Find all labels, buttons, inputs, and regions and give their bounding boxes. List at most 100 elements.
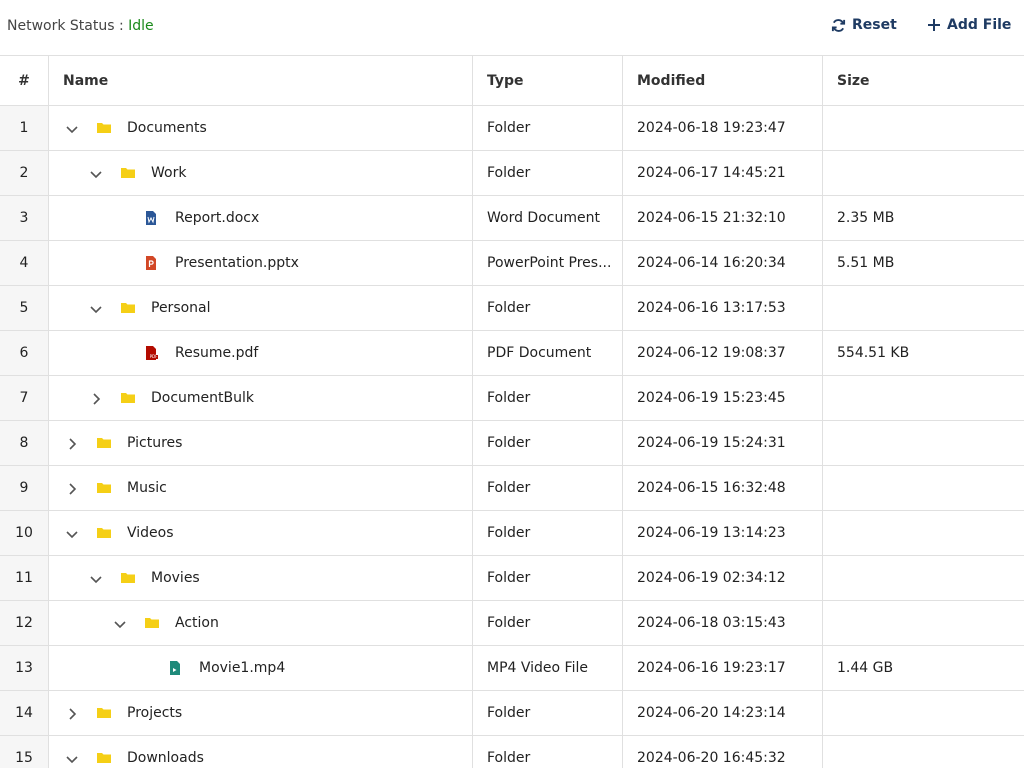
item-name: Resume.pdf xyxy=(175,345,259,361)
item-name: Pictures xyxy=(127,435,183,451)
item-name: Personal xyxy=(151,300,211,316)
tree-row[interactable]: 1 Documents Folder 2024-06-18 19:23:47 xyxy=(0,106,1024,151)
tree-row[interactable]: 10 Videos Folder 2024-06-19 13:14:23 xyxy=(0,511,1024,556)
modified-cell: 2024-06-18 19:23:47 xyxy=(623,106,823,150)
size-cell xyxy=(823,601,1024,645)
row-index: 1 xyxy=(0,106,49,150)
expand-toggle[interactable] xyxy=(64,526,80,542)
folder-icon xyxy=(145,618,159,628)
name-cell: Action xyxy=(49,601,473,645)
item-name: Movie1.mp4 xyxy=(199,660,286,676)
type-cell: Folder xyxy=(473,286,623,330)
pdf-icon: PDF xyxy=(146,346,158,360)
name-cell: Movie1.mp4 xyxy=(49,646,473,690)
name-cell: Presentation.pptx xyxy=(49,241,473,285)
name-cell: Documents xyxy=(49,106,473,150)
add-file-button[interactable]: Add File xyxy=(927,17,1011,33)
folder-icon xyxy=(97,753,111,763)
expand-toggle[interactable] xyxy=(64,436,80,452)
modified-cell: 2024-06-15 21:32:10 xyxy=(623,196,823,240)
name-cell: Projects xyxy=(49,691,473,735)
name-cell: Videos xyxy=(49,511,473,555)
size-cell xyxy=(823,376,1024,420)
item-name: Videos xyxy=(127,525,174,541)
item-name: Work xyxy=(151,165,187,181)
size-cell xyxy=(823,421,1024,465)
expand-toggle[interactable] xyxy=(88,571,104,587)
row-index: 14 xyxy=(0,691,49,735)
type-cell: Folder xyxy=(473,106,623,150)
type-cell: Folder xyxy=(473,151,623,195)
modified-header: Modified xyxy=(623,56,823,105)
toolbar: Network Status : Idle Reset Add File xyxy=(0,0,1024,56)
size-cell xyxy=(823,511,1024,555)
size-cell xyxy=(823,556,1024,600)
folder-icon xyxy=(121,303,135,313)
expand-toggle[interactable] xyxy=(64,751,80,767)
folder-icon xyxy=(121,168,135,178)
size-cell: 5.51 MB xyxy=(837,255,895,271)
tree-row[interactable]: 4 Presentation.pptx PowerPoint Pres... 2024… xyxy=(0,241,1024,286)
row-index: 7 xyxy=(0,376,49,420)
reset-button[interactable]: Reset xyxy=(831,17,897,33)
folder-icon xyxy=(97,708,111,718)
svg-text:PDF: PDF xyxy=(150,354,158,359)
name-cell: Report.docx xyxy=(49,196,473,240)
item-name: DocumentBulk xyxy=(151,390,255,406)
expand-toggle[interactable] xyxy=(88,391,104,407)
name-cell: Work xyxy=(49,151,473,195)
name-cell: Downloads xyxy=(49,736,473,768)
header-row: # Name Type Modified Size xyxy=(0,56,1024,106)
folder-icon xyxy=(97,528,111,538)
item-name: Presentation.pptx xyxy=(175,255,299,271)
type-cell: Folder xyxy=(473,421,623,465)
size-cell: 554.51 KB xyxy=(837,345,910,361)
tree-row[interactable]: 15 Downloads Folder 2024-06-20 16:45:32 xyxy=(0,736,1024,768)
folder-icon xyxy=(97,438,111,448)
name-cell: PDF Resume.pdf xyxy=(49,331,473,375)
expand-toggle[interactable] xyxy=(88,166,104,182)
item-name: Movies xyxy=(151,570,200,586)
tree-row[interactable]: 13 Movie1.mp4 MP4 Video File 2024-06-16 19:… xyxy=(0,646,1024,691)
tree-row[interactable]: 7 DocumentBulk Folder 2024-06-19 15:23:45 xyxy=(0,376,1024,421)
size-cell xyxy=(823,151,1024,195)
tree-row[interactable]: 8 Pictures Folder 2024-06-19 15:24:31 xyxy=(0,421,1024,466)
modified-cell: 2024-06-19 15:23:45 xyxy=(623,376,823,420)
type-cell: Folder xyxy=(473,466,623,510)
expand-toggle[interactable] xyxy=(64,706,80,722)
folder-icon xyxy=(97,123,111,133)
tree-row[interactable]: 5 Personal Folder 2024-06-16 13:17:53 xyxy=(0,286,1024,331)
tree-row[interactable]: 3 Report.docx Word Document 2024-06-15 21:3… xyxy=(0,196,1024,241)
expand-toggle[interactable] xyxy=(112,616,128,632)
tree-row[interactable]: 9 Music Folder 2024-06-15 16:32:48 xyxy=(0,466,1024,511)
modified-cell: 2024-06-19 15:24:31 xyxy=(623,421,823,465)
size-cell: 1.44 GB xyxy=(837,660,894,676)
type-cell: Folder xyxy=(473,556,623,600)
folder-icon xyxy=(97,483,111,493)
name-cell: Personal xyxy=(49,286,473,330)
tree-row[interactable]: 2 Work Folder 2024-06-17 14:45:21 xyxy=(0,151,1024,196)
row-index: 11 xyxy=(0,556,49,600)
tree-row[interactable]: 6 PDF Resume.pdf PDF Document 2024-06-12 19:… xyxy=(0,331,1024,376)
row-index: 5 xyxy=(0,286,49,330)
type-cell: PowerPoint Pres... xyxy=(473,241,623,285)
expand-toggle[interactable] xyxy=(88,301,104,317)
modified-cell: 2024-06-17 14:45:21 xyxy=(623,151,823,195)
modified-cell: 2024-06-19 13:14:23 xyxy=(623,511,823,555)
tree-row[interactable]: 11 Movies Folder 2024-06-19 02:34:12 xyxy=(0,556,1024,601)
expand-toggle[interactable] xyxy=(64,121,80,137)
tree-row[interactable]: 12 Action Folder 2024-06-18 03:15:43 xyxy=(0,601,1024,646)
index-header: # xyxy=(0,56,49,105)
type-cell: Word Document xyxy=(473,196,623,240)
item-name: Downloads xyxy=(127,750,204,766)
video-icon xyxy=(170,661,180,675)
modified-cell: 2024-06-18 03:15:43 xyxy=(623,601,823,645)
type-cell: Folder xyxy=(473,601,623,645)
status-value: Idle xyxy=(128,18,154,34)
modified-cell: 2024-06-20 16:45:32 xyxy=(623,736,823,768)
tree-row[interactable]: 14 Projects Folder 2024-06-20 14:23:14 xyxy=(0,691,1024,736)
status-label: Network Status : xyxy=(7,18,124,34)
row-index: 3 xyxy=(0,196,49,240)
expand-toggle[interactable] xyxy=(64,481,80,497)
folder-icon xyxy=(121,393,135,403)
